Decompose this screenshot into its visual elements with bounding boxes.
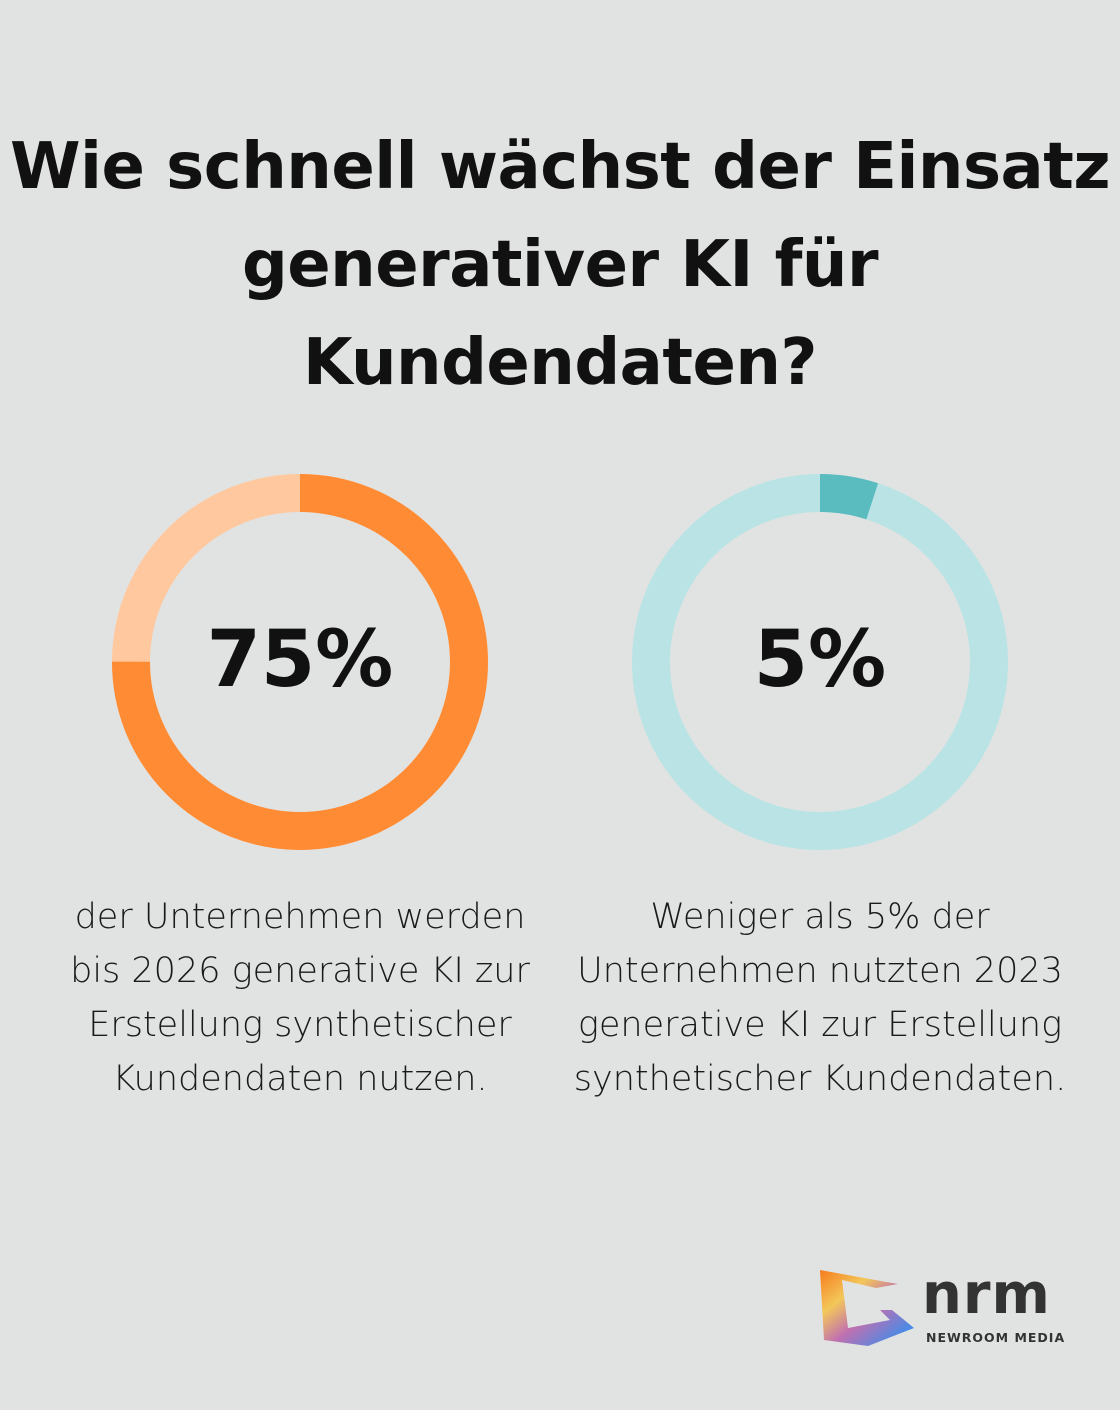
page-title: Wie schnell wächst der Einsatz generativ… <box>9 130 1111 400</box>
donut-1-value: 75% <box>206 615 394 705</box>
donut-1-description: der Unternehmen werden bis 2026 generati… <box>70 897 530 1099</box>
donut-2-description: Weniger als 5% der Unternehmen nutzten 2… <box>573 897 1067 1099</box>
donut-2-value: 5% <box>753 615 887 705</box>
donut-chart-1 <box>112 474 488 850</box>
donut-value-arc <box>632 474 1008 850</box>
donut-chart-2 <box>632 474 1008 850</box>
donut-value-arc <box>112 474 488 850</box>
logo-subtitle: NEWROOM MEDIA <box>926 1330 1066 1345</box>
newroom-media-logo-icon <box>820 1270 914 1346</box>
logo-text: nrm <box>922 1262 1051 1327</box>
